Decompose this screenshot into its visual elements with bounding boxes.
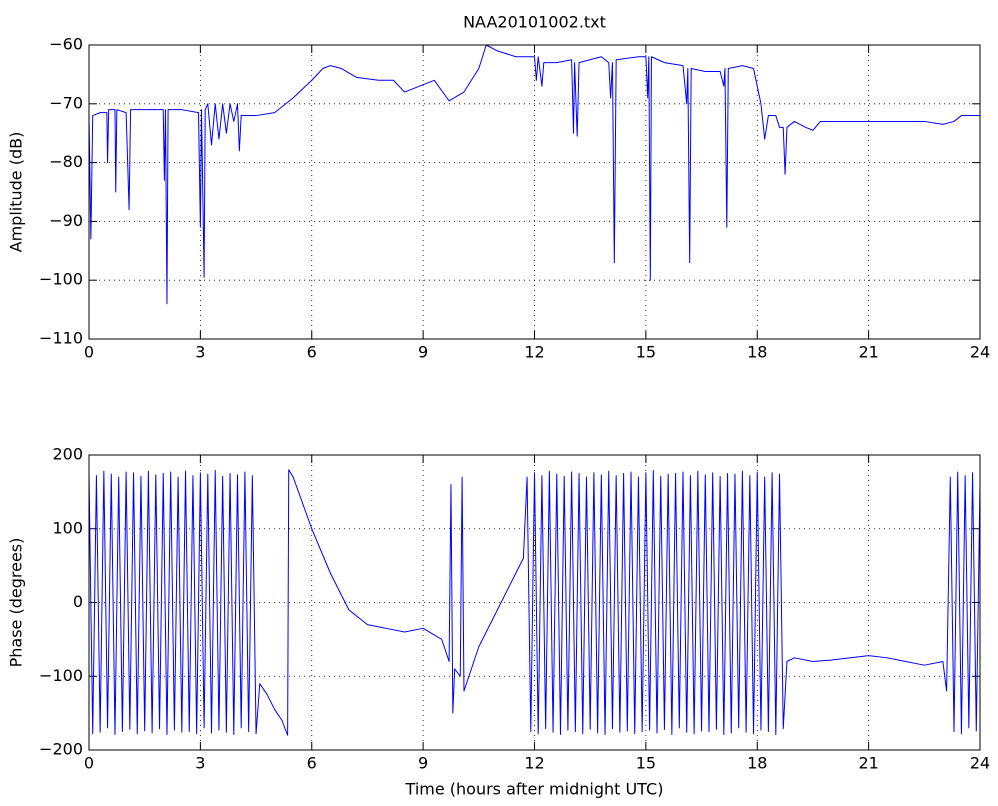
x-tick-label: 12 [524,343,544,362]
y-tick-label: −60 [49,35,83,54]
y-axis-label: Amplitude (dB) [7,132,26,253]
x-tick-label: 21 [858,754,878,773]
x-tick-label: 6 [307,343,317,362]
y-tick-label: −80 [49,152,83,171]
axes-frame [88,44,981,340]
x-tick-label: 15 [636,343,656,362]
x-tick-label: 3 [195,754,205,773]
y-axis-label: Phase (degrees) [7,538,26,668]
data-line [88,469,981,736]
y-tick-label: −200 [39,740,83,759]
x-tick-label: 6 [307,754,317,773]
x-tick-label: 24 [970,754,990,773]
chart-title: NAA20101002.txt [463,13,606,32]
plot-area [89,45,980,339]
axes-frame [88,454,981,751]
y-tick-label: −70 [49,93,83,112]
x-tick-label: 9 [418,754,428,773]
x-tick-label: 24 [970,343,990,362]
y-tick-label: −90 [49,211,83,230]
x-tick-label: 0 [84,343,94,362]
x-tick-label: 21 [858,343,878,362]
y-tick-label: −100 [39,270,83,289]
y-tick-label: −110 [39,329,83,348]
x-axis-label: Time (hours after midnight UTC) [405,780,664,799]
y-tick-label: 0 [73,592,83,611]
y-tick-label: −100 [39,666,83,685]
x-tick-label: 9 [418,343,428,362]
data-line [88,44,980,305]
y-tick-label: 200 [52,445,83,464]
x-tick-label: 3 [195,343,205,362]
x-tick-label: 0 [84,754,94,773]
x-tick-label: 15 [636,754,656,773]
x-tick-label: 18 [747,343,767,362]
y-tick-label: 100 [52,518,83,537]
x-tick-label: 12 [524,754,544,773]
x-tick-label: 18 [747,754,767,773]
